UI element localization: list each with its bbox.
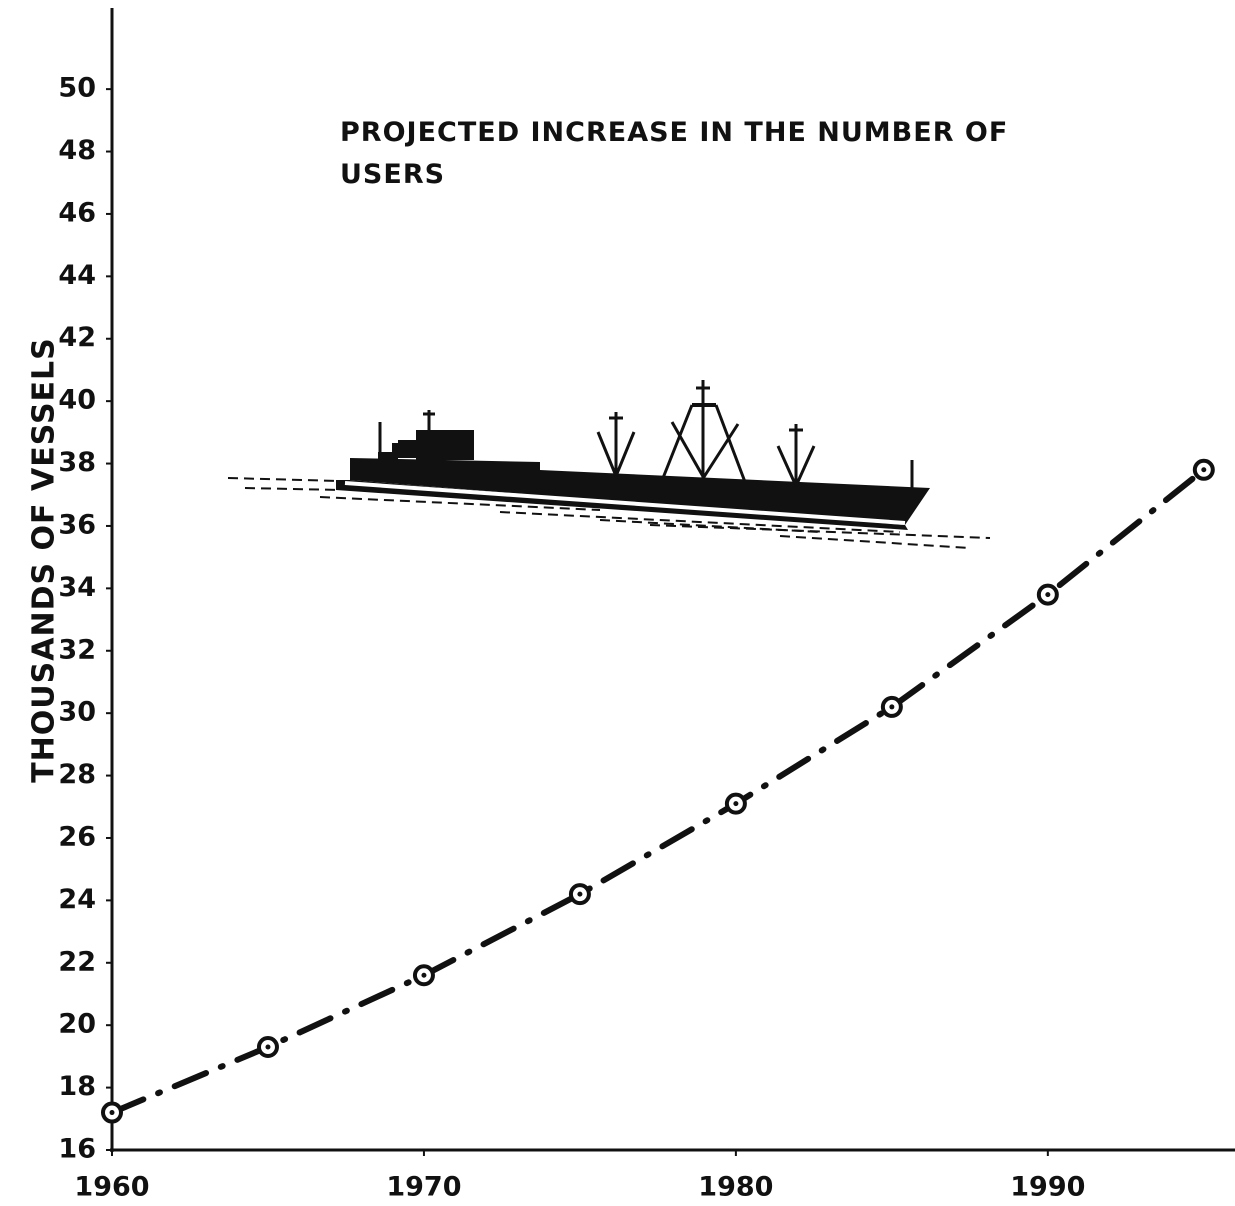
data-point-dot (733, 801, 738, 806)
y-tick-label: 40 (58, 385, 96, 416)
ship-illustration (228, 380, 990, 548)
y-tick-label: 20 (58, 1009, 96, 1040)
y-tick-label: 22 (58, 946, 96, 977)
chart-title: PROJECTED INCREASE IN THE NUMBER OF USER… (340, 112, 1020, 196)
y-tick-label: 34 (58, 572, 96, 603)
page: THOUSANDS OF VESSELS 16 18 20 22 24 26 28 30 32 3… (0, 0, 1235, 1206)
y-tick-label: 32 (58, 634, 96, 665)
y-tick-label: 18 (58, 1071, 96, 1102)
y-tick-label: 24 (58, 884, 96, 915)
y-tick-label: 16 (58, 1134, 96, 1165)
data-point-dot (1201, 467, 1206, 472)
data-point-dot (577, 892, 582, 897)
y-tick-label: 38 (58, 447, 96, 478)
y-axis-label: THOUSANDS OF VESSELS (27, 337, 62, 783)
x-tick-label: 1970 (386, 1172, 461, 1203)
data-point-dot (421, 973, 426, 978)
y-tick-label: 46 (58, 197, 96, 228)
data-point-dot (265, 1045, 270, 1050)
x-tick-label: 1980 (698, 1172, 773, 1203)
y-tick-label: 30 (58, 697, 96, 728)
y-tick-label: 42 (58, 322, 96, 353)
data-point-dot (889, 704, 894, 709)
x-tick-label: 1990 (1010, 1172, 1085, 1203)
data-point-dot (1045, 592, 1050, 597)
data-point-dot (110, 1110, 115, 1115)
y-tick-label: 36 (58, 509, 96, 540)
y-tick-label: 28 (58, 759, 96, 790)
x-tick-label: 1960 (74, 1172, 149, 1203)
data-line (112, 470, 1204, 1113)
y-tick-label: 50 (58, 73, 96, 104)
y-tick-label: 26 (58, 821, 96, 852)
y-tick-label: 48 (58, 135, 96, 166)
y-tick-label: 44 (58, 260, 96, 291)
